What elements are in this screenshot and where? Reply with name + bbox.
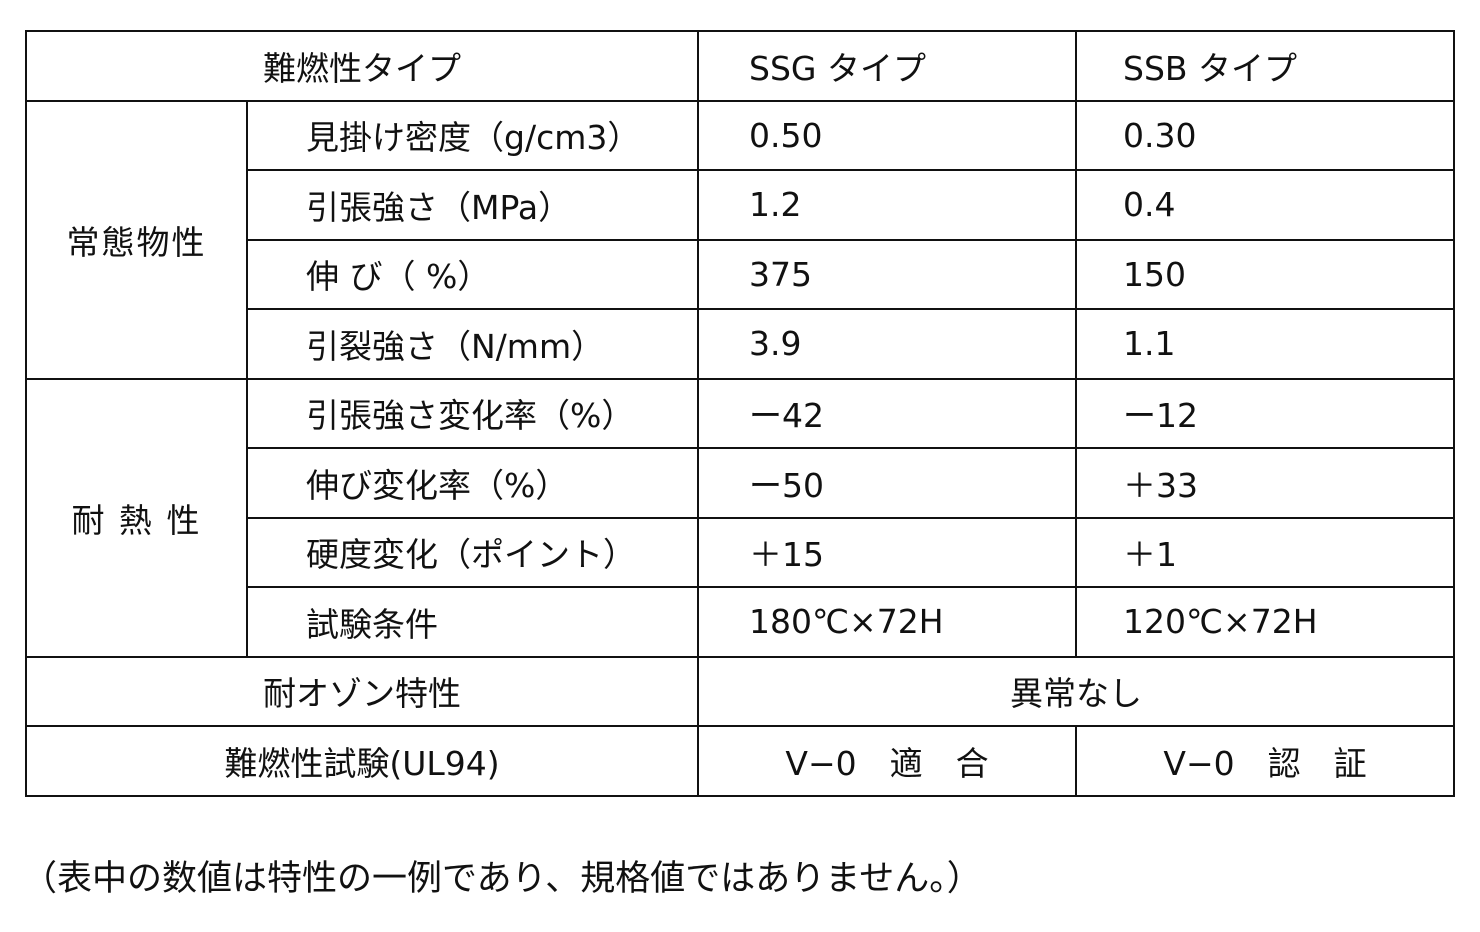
row-ssg: 1.2 xyxy=(697,169,1077,241)
row-label: 試験条件 xyxy=(246,586,699,658)
header-ssg: SSG タイプ xyxy=(697,30,1077,102)
row-label: 引裂強さ（N/mm） xyxy=(246,308,699,380)
header-row: 難燃性タイプ SSG タイプ SSB タイプ xyxy=(25,30,1455,102)
properties-table: 難燃性タイプ SSG タイプ SSB タイプ 常態物性 見掛け密度（g/cm3）… xyxy=(25,30,1455,797)
row-ssb: 0.4 xyxy=(1075,169,1455,241)
row-label: 見掛け密度（g/cm3） xyxy=(246,99,699,171)
ozone-label: 耐オゾン特性 xyxy=(25,655,699,727)
ul94-row: 難燃性試験(UL94) V−0 適 合 V−0 認 証 xyxy=(25,725,1455,797)
ul94-label: 難燃性試験(UL94) xyxy=(25,725,699,797)
row-label: 伸び変化率（%） xyxy=(246,447,699,519)
ul94-ssg: V−0 適 合 xyxy=(697,725,1077,797)
footnote: （表中の数値は特性の一例であり、規格値ではありません。） xyxy=(22,859,982,899)
ozone-row: 耐オゾン特性 異常なし xyxy=(25,655,1455,727)
row-ssb: ー12 xyxy=(1075,377,1455,449)
row-ssg: 3.9 xyxy=(697,308,1077,380)
table-row: 試験条件 180℃×72H 120℃×72H xyxy=(26,586,1455,658)
header-ssb: SSB タイプ xyxy=(1075,30,1455,102)
ozone-value: 異常なし xyxy=(697,655,1455,727)
table-row: 引裂強さ（N/mm） 3.9 1.1 xyxy=(26,308,1455,380)
table-row: 伸び変化率（%） ー50 ＋33 xyxy=(26,447,1455,519)
row-ssb: ＋1 xyxy=(1075,516,1455,588)
group-normal: 常態物性 xyxy=(25,99,248,380)
table-row: 硬度変化（ポイント） ＋15 ＋1 xyxy=(26,516,1455,588)
row-label: 引張強さ（MPa） xyxy=(246,169,699,241)
row-label: 伸 び（ %） xyxy=(246,238,699,310)
row-ssb: 0.30 xyxy=(1075,99,1455,171)
row-ssg: ー50 xyxy=(697,447,1077,519)
table-row: 引張強さ（MPa） 1.2 0.4 xyxy=(26,169,1455,241)
header-type-label: 難燃性タイプ xyxy=(25,30,699,102)
table-row: 耐 熱 性 引張強さ変化率（%） ー42 ー12 xyxy=(25,377,1455,658)
row-ssb: 150 xyxy=(1075,238,1455,310)
group-heat: 耐 熱 性 xyxy=(25,377,248,658)
row-ssg: 375 xyxy=(697,238,1077,310)
table-row: 常態物性 見掛け密度（g/cm3） 0.50 0.30 xyxy=(25,99,1455,380)
row-label: 引張強さ変化率（%） xyxy=(246,377,699,449)
row-ssg: ー42 xyxy=(697,377,1077,449)
row-label: 硬度変化（ポイント） xyxy=(246,516,699,588)
row-ssg: 180℃×72H xyxy=(697,586,1077,658)
table-row: 伸 び（ %） 375 150 xyxy=(26,238,1455,310)
row-ssg: ＋15 xyxy=(697,516,1077,588)
row-ssb: 120℃×72H xyxy=(1075,586,1455,658)
ul94-ssb: V−0 認 証 xyxy=(1075,725,1455,797)
row-ssg: 0.50 xyxy=(697,99,1077,171)
row-ssb: 1.1 xyxy=(1075,308,1455,380)
row-ssb: ＋33 xyxy=(1075,447,1455,519)
